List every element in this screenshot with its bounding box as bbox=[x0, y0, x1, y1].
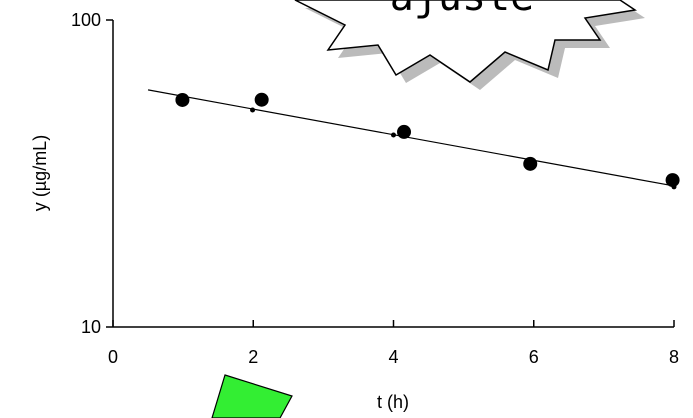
chart: ajuste t (h) y (µg/mL) 0 2 4 6 8 10 100 bbox=[0, 0, 693, 418]
x-tick-label: 8 bbox=[669, 347, 679, 367]
y-tick-label: 10 bbox=[81, 317, 101, 337]
fit-line bbox=[148, 90, 674, 186]
x-axis-label: t (h) bbox=[377, 392, 409, 412]
y-axis-label: y (µg/mL) bbox=[30, 135, 50, 211]
x-tick-label: 0 bbox=[108, 347, 118, 367]
x-tick-label: 2 bbox=[248, 347, 258, 367]
x-tick-label: 6 bbox=[529, 347, 539, 367]
y-tick-label: 100 bbox=[71, 10, 101, 30]
data-point bbox=[255, 93, 269, 107]
x-tick-label: 4 bbox=[388, 347, 398, 367]
green-shape bbox=[212, 375, 292, 418]
annotation: ajuste bbox=[390, 0, 535, 20]
